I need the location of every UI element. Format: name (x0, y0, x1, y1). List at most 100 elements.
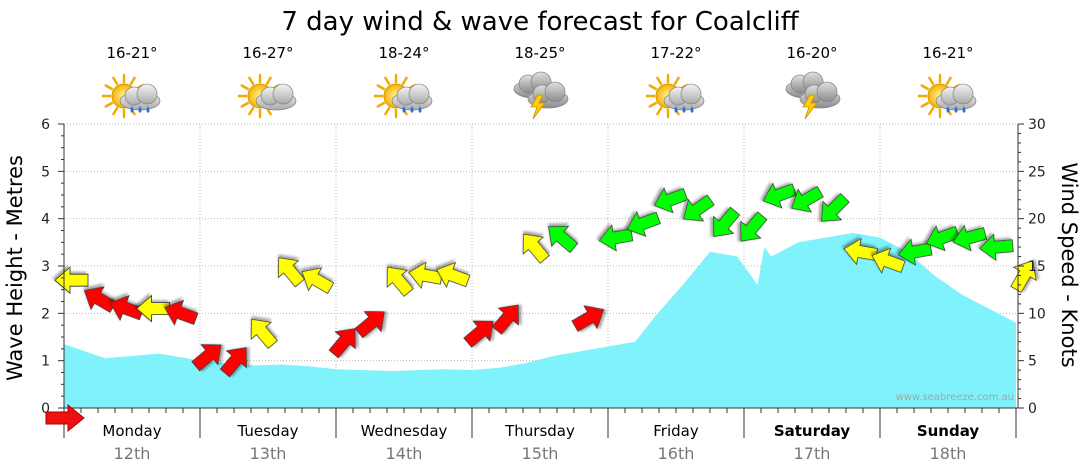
wind-arrow (386, 266, 414, 297)
wind-arrow (713, 206, 741, 237)
raindrop (138, 106, 142, 113)
raindrop (130, 106, 134, 113)
wind-arrow (54, 266, 89, 295)
wind-arrow (843, 237, 879, 266)
wind-arrow (979, 233, 1014, 262)
day-date-label: 14th (386, 444, 423, 463)
raindrop (690, 106, 694, 113)
sun-ray (376, 101, 386, 108)
wind-arrow (683, 194, 715, 222)
sun-ray (673, 76, 680, 86)
wind-arrow (164, 299, 199, 326)
raindrop (954, 106, 958, 113)
wind-arrow (821, 193, 850, 222)
day-name-label: Thursday (504, 422, 575, 440)
cloud-puff (680, 83, 702, 105)
sun-ray (928, 76, 935, 86)
lightning-bolt (802, 94, 818, 120)
wind-arrow (135, 294, 171, 323)
day-name-label: Wednesday (361, 422, 448, 440)
raindrop (682, 106, 686, 113)
right-tick-label: 5 (1028, 354, 1037, 370)
raindrop (946, 106, 950, 113)
day-name-label: Monday (102, 422, 161, 440)
left-tick-label: 2 (41, 306, 50, 322)
sun-ray (920, 101, 930, 108)
storm-icon (785, 71, 841, 120)
left-tick-label: 3 (41, 259, 50, 275)
day-date-label: 12th (114, 444, 151, 463)
sun-ray (656, 106, 663, 116)
sun-ray (248, 106, 255, 116)
sun-rain-icon (373, 73, 433, 119)
wind-arrow (354, 311, 385, 339)
chart-title: 7 day wind & wave forecast for Coalcliff (281, 7, 799, 37)
wind-arrow (791, 185, 824, 213)
wind-arrow (491, 304, 519, 335)
wind-arrow (925, 225, 960, 252)
right-tick-label: 25 (1028, 164, 1046, 180)
day-date-label: 18th (930, 444, 967, 463)
wind-arrow (571, 305, 605, 332)
day-date-label: 17th (794, 444, 831, 463)
wind-arrow (277, 257, 306, 288)
cloud-puff (952, 83, 974, 105)
wind-arrow (250, 318, 278, 349)
right-tick-label: 20 (1028, 212, 1046, 228)
sun-rain-icon (101, 73, 161, 119)
sun-ray (648, 101, 658, 108)
temperature-label: 16-20° (786, 44, 837, 62)
temperature-label: 16-21° (106, 44, 157, 62)
day-date-label: 15th (522, 444, 559, 463)
day-name-label: Tuesday (236, 422, 298, 440)
sun-rain-icon (645, 73, 705, 119)
day-name-label: Sunday (917, 422, 980, 440)
wind-arrow (191, 344, 222, 372)
raindrop (962, 106, 966, 113)
sun-ray (401, 76, 408, 86)
day-labels: Monday 12th Tuesday 13th Wednesday 14th Thursd… (102, 422, 979, 463)
sun-ray (384, 106, 391, 116)
play-arrow-icon[interactable] (45, 403, 85, 433)
cloud-puff (272, 83, 294, 105)
temperature-label: 16-21° (922, 44, 973, 62)
sun-ray (265, 76, 272, 86)
watermark: www.seabreeze.com.au (896, 392, 1014, 403)
axes: 0 1 2 3 4 5 6 0 5 10 15 20 25 30 (41, 117, 1046, 438)
day-name-label: Friday (653, 422, 699, 440)
right-tick-label: 10 (1028, 306, 1046, 322)
day-name-label: Saturday (774, 422, 851, 440)
sun-ray (648, 84, 658, 91)
sun-ray (945, 76, 952, 86)
wind-arrow (548, 225, 579, 254)
wind-arrow (83, 286, 117, 313)
wind-arrow (1010, 260, 1037, 293)
sun-ray (104, 101, 114, 108)
raindrop (146, 106, 150, 113)
wind-arrow (463, 320, 494, 348)
sun-ray (928, 106, 935, 116)
sun-ray (248, 76, 255, 86)
raindrop (410, 106, 414, 113)
sun-ray (376, 84, 386, 91)
raindrop (674, 106, 678, 113)
raindrop (402, 106, 406, 113)
wave-height-area (64, 232, 1016, 408)
sun-ray (656, 76, 663, 86)
right-tick-label: 30 (1028, 117, 1046, 133)
left-tick-label: 6 (41, 117, 50, 133)
wind-arrow (436, 261, 471, 288)
temperature-label: 18-24° (378, 44, 429, 62)
right-tick-label: 0 (1028, 401, 1037, 417)
left-tick-label: 4 (41, 212, 50, 228)
temperature-label: 16-27° (242, 44, 293, 62)
temperature-label: 17-22° (650, 44, 701, 62)
sun-ray (112, 106, 119, 116)
sun-ray (129, 76, 136, 86)
wind-arrow (626, 210, 661, 237)
left-tick-label: 0 (41, 401, 50, 417)
cloud-puff (408, 83, 430, 105)
right-axis-title: Wind Speed - Knots (1057, 162, 1080, 367)
sun-ray (384, 76, 391, 86)
cloud-puff (816, 81, 838, 103)
